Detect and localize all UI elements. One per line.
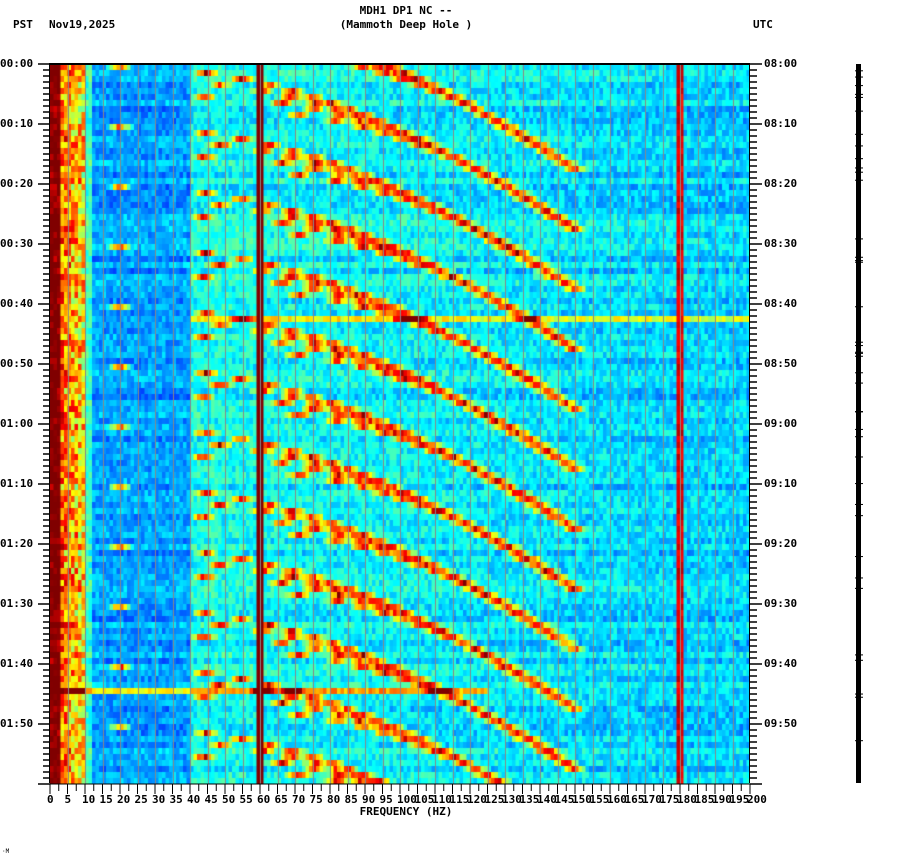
amplitude-trace-bar (856, 64, 861, 783)
spectrogram-plot (50, 64, 750, 784)
x-tick-label: 20 (117, 794, 130, 806)
x-tick-label: 65 (275, 794, 288, 806)
y-tick-label-left: 00:40 (0, 298, 36, 310)
x-tick-label: 25 (135, 794, 148, 806)
x-tick-label: 75 (310, 794, 323, 806)
y-tick-label-left: 00:30 (0, 238, 36, 250)
y-tick-label-right: 09:40 (764, 658, 797, 670)
y-tick-label-right: 09:00 (764, 418, 797, 430)
y-tick-label-left: 00:50 (0, 358, 36, 370)
x-tick-label: 5 (65, 794, 72, 806)
x-tick-label: 0 (47, 794, 54, 806)
y-tick-label-right: 08:00 (764, 58, 797, 70)
x-tick-label: 85 (345, 794, 358, 806)
x-tick-label: 200 (747, 794, 767, 806)
y-tick-label-right: 09:30 (764, 598, 797, 610)
date-label: Nov19,2025 (49, 19, 115, 31)
y-tick-label-right: 08:50 (764, 358, 797, 370)
x-tick-label: 80 (327, 794, 340, 806)
y-tick-label-left: 01:00 (0, 418, 36, 430)
y-tick-label-left: 00:20 (0, 178, 36, 190)
x-tick-label: 30 (152, 794, 165, 806)
y-tick-label-left: 01:30 (0, 598, 36, 610)
x-tick-label: 70 (292, 794, 305, 806)
y-tick-label-left: 00:10 (0, 118, 36, 130)
y-tick-label-left: 01:50 (0, 718, 36, 730)
y-tick-label-right: 08:40 (764, 298, 797, 310)
left-timezone-label: PST (13, 19, 33, 31)
y-tick-label-right: 08:20 (764, 178, 797, 190)
y-tick-label-right: 08:30 (764, 238, 797, 250)
site-title: (Mammoth Deep Hole ) (0, 19, 812, 31)
x-tick-label: 60 (257, 794, 270, 806)
y-tick-label-left: 01:10 (0, 478, 36, 490)
right-timezone-label: UTC (753, 19, 773, 31)
x-tick-label: 50 (222, 794, 235, 806)
x-axis-title: FREQUENCY (HZ) (0, 806, 812, 818)
x-tick-label: 35 (170, 794, 183, 806)
station-title: MDH1 DP1 NC -- (0, 5, 812, 17)
y-tick-label-right: 08:10 (764, 118, 797, 130)
x-tick-label: 15 (100, 794, 113, 806)
x-tick-label: 10 (82, 794, 95, 806)
y-tick-label-right: 09:20 (764, 538, 797, 550)
y-tick-label-left: 00:00 (0, 58, 36, 70)
y-tick-label-right: 09:10 (764, 478, 797, 490)
x-tick-label: 40 (187, 794, 200, 806)
x-tick-label: 55 (240, 794, 253, 806)
y-tick-label-right: 09:50 (764, 718, 797, 730)
x-tick-label: 45 (205, 794, 218, 806)
footer-mark: ·M (2, 848, 9, 855)
y-tick-label-left: 01:20 (0, 538, 36, 550)
y-tick-label-left: 01:40 (0, 658, 36, 670)
